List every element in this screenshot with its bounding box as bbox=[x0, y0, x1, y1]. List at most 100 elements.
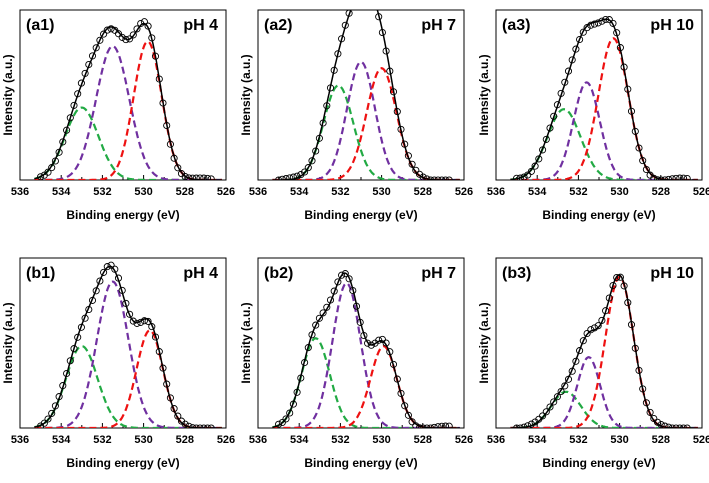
data-point bbox=[609, 19, 617, 27]
data-point bbox=[657, 421, 665, 428]
data-point bbox=[627, 107, 636, 115]
data-point bbox=[126, 35, 134, 43]
data-point bbox=[196, 174, 204, 180]
panel-a2: Intensity (a.u.) 536 534 532 530 528 526 Bindin… bbox=[239, 9, 473, 222]
data-point bbox=[527, 167, 535, 175]
data-point bbox=[88, 296, 97, 304]
data-point bbox=[542, 408, 550, 416]
data-point bbox=[308, 331, 316, 339]
data-point bbox=[289, 173, 297, 180]
data-point bbox=[137, 19, 145, 28]
data-point bbox=[155, 75, 163, 83]
x-tick-label: 532 bbox=[93, 186, 111, 198]
data-point bbox=[661, 176, 669, 180]
data-point bbox=[550, 112, 558, 120]
data-point bbox=[438, 422, 446, 428]
data-point bbox=[207, 424, 215, 428]
x-tick-label: 534 bbox=[290, 434, 309, 446]
x-tick-label: 530 bbox=[372, 434, 390, 446]
data-point bbox=[323, 303, 331, 311]
x-tick-label: 536 bbox=[487, 186, 505, 198]
x-tick-label: 530 bbox=[610, 434, 628, 446]
data-point bbox=[650, 174, 658, 180]
panel-b3: Intensity (a.u.) 536 534 532 530 528 526 Bindin… bbox=[477, 257, 709, 470]
data-point bbox=[200, 424, 208, 428]
data-point bbox=[81, 314, 89, 322]
data-point bbox=[114, 30, 123, 38]
data-point bbox=[159, 364, 167, 372]
data-point bbox=[301, 168, 309, 176]
data-point bbox=[107, 25, 115, 33]
data-point bbox=[185, 174, 193, 180]
x-tick-label: 532 bbox=[93, 434, 111, 446]
peak-purple-curve bbox=[34, 45, 222, 180]
data-point bbox=[203, 424, 212, 428]
data-point bbox=[516, 424, 524, 428]
data-point bbox=[631, 344, 639, 352]
data-point bbox=[605, 16, 613, 24]
x-tick-label: 536 bbox=[249, 434, 267, 446]
data-point bbox=[289, 400, 297, 408]
x-tick-label: 534 bbox=[290, 186, 309, 198]
data-point bbox=[513, 424, 521, 428]
data-point bbox=[170, 405, 178, 413]
data-point bbox=[583, 329, 591, 338]
data-point bbox=[155, 348, 163, 356]
data-point bbox=[326, 84, 335, 92]
data-point bbox=[393, 375, 401, 383]
data-point bbox=[330, 66, 338, 74]
data-point bbox=[352, 302, 361, 310]
data-point bbox=[278, 175, 286, 180]
data-point bbox=[100, 268, 108, 276]
y-axis-label: Intensity (a.u.) bbox=[239, 302, 253, 383]
data-point bbox=[312, 321, 320, 329]
data-point bbox=[304, 164, 312, 172]
data-point bbox=[553, 393, 561, 401]
condition-label: pH 7 bbox=[421, 265, 456, 282]
x-axis-label: Binding energy (eV) bbox=[66, 208, 179, 222]
x-tick-label: 528 bbox=[176, 186, 194, 198]
x-tick-label: 534 bbox=[52, 434, 71, 446]
data-point bbox=[275, 420, 283, 428]
peak-red-curve bbox=[272, 344, 460, 428]
data-point bbox=[200, 174, 208, 180]
data-point bbox=[613, 29, 621, 37]
data-point bbox=[635, 366, 643, 374]
data-point bbox=[330, 287, 338, 295]
peak-green-curve bbox=[272, 84, 460, 180]
x-tick-label: 536 bbox=[11, 434, 29, 446]
data-point bbox=[382, 339, 390, 347]
data-point bbox=[286, 409, 294, 417]
data-point bbox=[55, 148, 63, 156]
curves bbox=[272, 10, 460, 180]
x-axis-label: Binding energy (eV) bbox=[304, 208, 417, 222]
data-point bbox=[286, 174, 294, 180]
panel-a3: Intensity (a.u.) 536 534 532 530 528 526 Bindin… bbox=[477, 9, 709, 222]
data-point bbox=[572, 45, 580, 53]
data-point bbox=[535, 155, 543, 163]
data-point bbox=[59, 138, 67, 146]
data-point bbox=[122, 299, 130, 307]
x-axis-label: Binding energy (eV) bbox=[542, 208, 655, 222]
data-point bbox=[319, 119, 327, 127]
data-point bbox=[118, 33, 126, 41]
data-point bbox=[631, 127, 639, 135]
data-point bbox=[415, 424, 424, 428]
data-point bbox=[133, 319, 141, 327]
data-point bbox=[657, 176, 665, 180]
data-point bbox=[624, 85, 632, 93]
data-point bbox=[367, 341, 375, 349]
data-point bbox=[602, 307, 610, 315]
data-point bbox=[148, 34, 156, 42]
data-point bbox=[639, 385, 647, 393]
x-tick-label: 532 bbox=[569, 186, 587, 198]
data-point bbox=[66, 357, 74, 365]
data-point bbox=[185, 422, 193, 428]
x-axis-label: Binding energy (eV) bbox=[542, 456, 655, 470]
data-point bbox=[345, 10, 353, 17]
data-point bbox=[587, 21, 595, 29]
data-point bbox=[192, 174, 200, 180]
data-point bbox=[587, 326, 595, 334]
data-point bbox=[345, 275, 353, 283]
data-point bbox=[334, 278, 342, 286]
